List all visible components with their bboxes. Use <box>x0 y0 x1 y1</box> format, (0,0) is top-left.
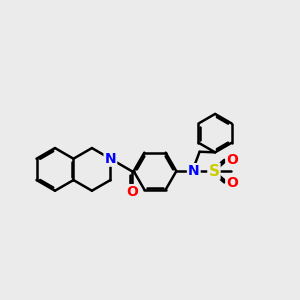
Text: O: O <box>226 176 238 190</box>
Text: O: O <box>126 185 138 199</box>
Text: O: O <box>226 152 238 167</box>
Text: N: N <box>105 152 116 166</box>
Text: S: S <box>208 164 219 178</box>
Text: N: N <box>188 164 200 178</box>
